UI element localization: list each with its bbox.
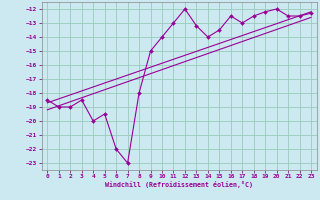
X-axis label: Windchill (Refroidissement éolien,°C): Windchill (Refroidissement éolien,°C) [105, 181, 253, 188]
